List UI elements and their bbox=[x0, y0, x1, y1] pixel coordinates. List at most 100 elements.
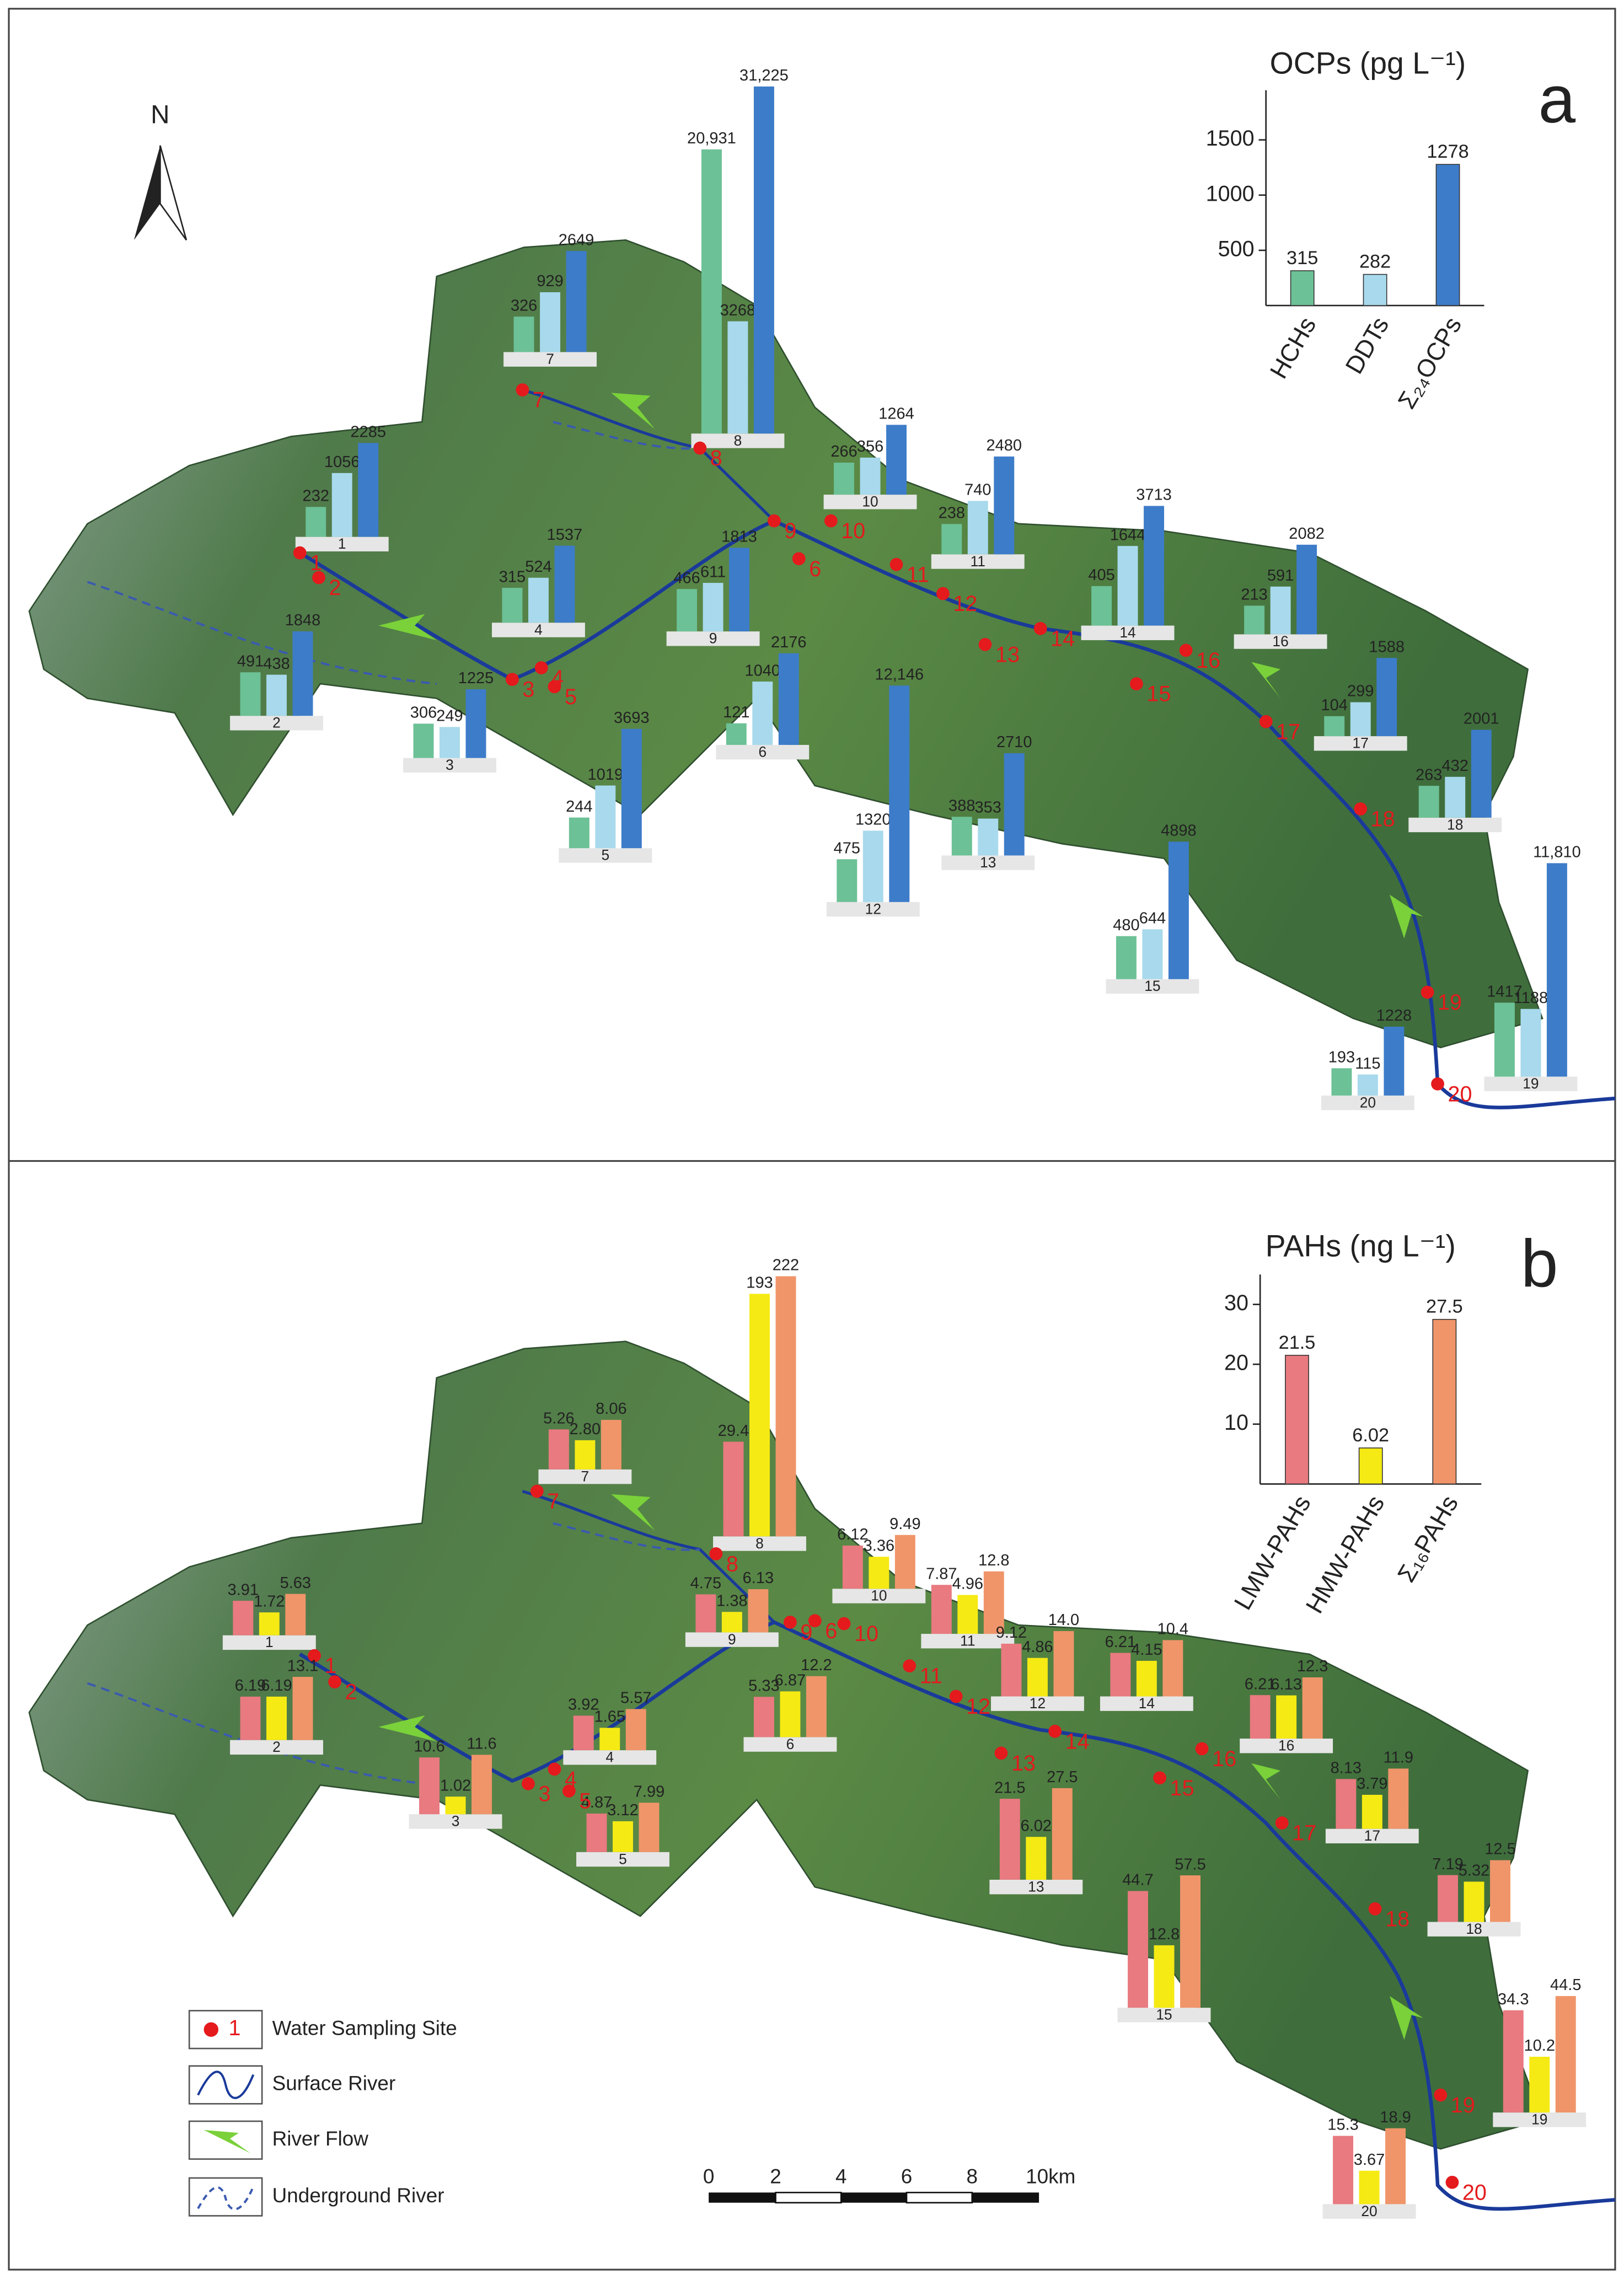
site-number: 14 bbox=[1065, 1729, 1090, 1753]
site-chart: 1 232 1056 2285 bbox=[295, 423, 389, 552]
site-bar bbox=[1001, 1643, 1022, 1697]
site-chart: 8 20,931 3268 31,225 bbox=[687, 67, 789, 449]
site-number: 10 bbox=[854, 1622, 878, 1646]
site-chart: 5 244 1019 3693 bbox=[559, 709, 652, 864]
site-chart: 13 21.5 6.02 27.5 bbox=[989, 1768, 1083, 1895]
sampling-site bbox=[1354, 802, 1368, 816]
site-label-box bbox=[295, 537, 389, 551]
site-value-label: 4.87 bbox=[581, 1794, 612, 1811]
inset-value-label: 21.5 bbox=[1279, 1332, 1316, 1353]
site-bar bbox=[1490, 1860, 1510, 1922]
site-bar bbox=[413, 723, 434, 758]
site-label-box bbox=[989, 1879, 1083, 1895]
site-value-label: 14.0 bbox=[1048, 1611, 1079, 1629]
site-bar bbox=[1302, 1677, 1323, 1739]
site-value-label: 466 bbox=[673, 569, 700, 587]
site-number: 3 bbox=[522, 678, 534, 702]
site-value-label: 9.12 bbox=[996, 1624, 1027, 1642]
site-bar bbox=[842, 1545, 863, 1589]
site-value-label: 193 bbox=[746, 1274, 773, 1292]
site-bar bbox=[775, 1276, 796, 1537]
site-label-box bbox=[230, 1740, 323, 1755]
site-bar bbox=[723, 1441, 744, 1537]
inset-bar bbox=[1285, 1355, 1309, 1485]
site-value-label: 475 bbox=[834, 839, 860, 857]
site-value-label: 1188 bbox=[1514, 989, 1548, 1007]
site-label-box bbox=[576, 1852, 669, 1867]
site-value-label: 121 bbox=[723, 704, 749, 721]
site-bar bbox=[292, 1677, 313, 1740]
site-bar bbox=[240, 672, 261, 716]
site-box-number: 6 bbox=[758, 743, 767, 760]
site-bar bbox=[1331, 1068, 1352, 1096]
site-value-label: 11,810 bbox=[1533, 844, 1581, 861]
site-value-label: 238 bbox=[939, 505, 965, 522]
site-label-box bbox=[1484, 1076, 1578, 1091]
site-bar bbox=[951, 817, 972, 856]
site-value-label: 405 bbox=[1088, 566, 1114, 584]
site-value-label: 1588 bbox=[1369, 638, 1405, 656]
site-bar bbox=[573, 1715, 594, 1751]
site-number: 15 bbox=[1146, 682, 1171, 706]
site-value-label: 1813 bbox=[721, 528, 757, 546]
site-bar bbox=[727, 321, 748, 434]
site-value-label: 213 bbox=[1241, 586, 1267, 604]
site-chart: 2 6.196.19 13.1 bbox=[230, 1657, 323, 1755]
site-number: 9 bbox=[800, 1621, 812, 1645]
site-bar bbox=[1162, 1640, 1183, 1697]
site-value-label: 6.13 bbox=[743, 1569, 774, 1587]
legend-label: River Flow bbox=[272, 2127, 369, 2150]
site-value-label: 1264 bbox=[878, 405, 914, 423]
site-value-label: 9.49 bbox=[889, 1515, 920, 1533]
sampling-site bbox=[548, 1762, 561, 1776]
site-bar bbox=[780, 1691, 801, 1737]
site-value-label: 115 bbox=[1355, 1055, 1380, 1072]
inset-bar bbox=[1358, 1447, 1383, 1485]
site-bar bbox=[1116, 936, 1137, 979]
inset-bar bbox=[1290, 270, 1315, 306]
site-label-box bbox=[1314, 736, 1407, 751]
y-tick-label: 10 bbox=[1224, 1410, 1248, 1435]
site-bar bbox=[240, 1696, 261, 1740]
site-box-number: 18 bbox=[1466, 1921, 1482, 1937]
site-value-label: 6.19 bbox=[261, 1677, 292, 1694]
site-label-box bbox=[823, 495, 917, 509]
site-bar bbox=[749, 1294, 770, 1537]
site-number: 18 bbox=[1385, 1907, 1409, 1931]
site-bar bbox=[1026, 1837, 1047, 1880]
site-value-label: 432 bbox=[1442, 757, 1468, 775]
site-number: 3 bbox=[538, 1782, 550, 1806]
site-box-number: 5 bbox=[601, 847, 609, 864]
site-bar bbox=[1438, 1875, 1459, 1922]
site-bar bbox=[1250, 1695, 1271, 1739]
site-label-box bbox=[559, 848, 652, 863]
site-box-number: 1 bbox=[265, 1634, 274, 1650]
site-value-label: 7.99 bbox=[634, 1783, 664, 1801]
site-label-box bbox=[1493, 2112, 1587, 2127]
site-value-label: 8.13 bbox=[1331, 1760, 1362, 1777]
site-bar bbox=[554, 545, 575, 623]
site-chart: 7 5.262.80 8.06 bbox=[538, 1400, 632, 1484]
site-value-label: 326 bbox=[511, 297, 537, 314]
sampling-site bbox=[978, 637, 992, 651]
site-value-label: 3268 bbox=[720, 302, 756, 319]
site-label-box bbox=[409, 1814, 502, 1829]
site-label-box bbox=[1117, 2008, 1211, 2023]
site-bar bbox=[695, 1594, 716, 1633]
site-bar bbox=[1546, 863, 1567, 1077]
site-value-label: 244 bbox=[566, 798, 592, 816]
site-number: 5 bbox=[579, 1789, 591, 1814]
site-label-box bbox=[743, 1737, 837, 1752]
site-bar bbox=[1052, 1788, 1073, 1880]
site-label-box bbox=[716, 744, 810, 760]
site-value-label: 2001 bbox=[1464, 710, 1499, 728]
site-bar bbox=[886, 425, 907, 495]
legend-site-number: 1 bbox=[228, 2016, 240, 2040]
site-box-number: 20 bbox=[1360, 1094, 1376, 1111]
site-bar bbox=[548, 1429, 569, 1469]
legend-label: Water Sampling Site bbox=[272, 2016, 457, 2039]
site-bar bbox=[1464, 1881, 1484, 1922]
